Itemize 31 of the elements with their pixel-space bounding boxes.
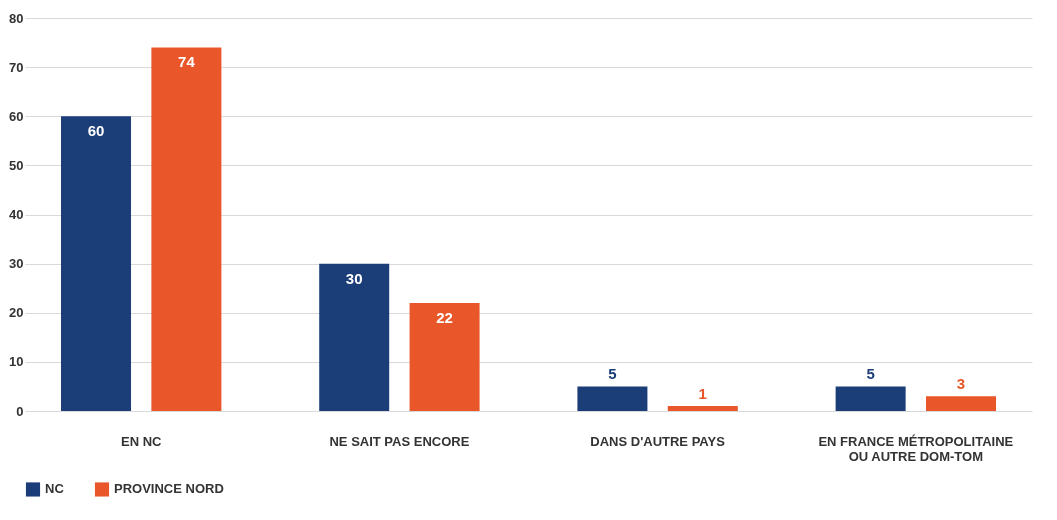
legend-label: PROVINCE NORD	[114, 481, 224, 497]
data-label: 3	[956, 375, 966, 393]
y-tick-label: 50	[9, 157, 24, 173]
data-label: 30	[345, 269, 363, 287]
y-tick-label: 40	[9, 207, 24, 222]
data-label: 5	[866, 365, 875, 383]
data-label: 74	[178, 53, 196, 71]
bar	[409, 302, 480, 411]
data-label: 22	[436, 308, 453, 326]
bar	[151, 47, 222, 411]
bar	[835, 386, 906, 411]
y-tick-label: 10	[9, 354, 24, 370]
y-tick-label: 60	[9, 108, 24, 124]
x-tick-label: DANS D'AUTRE PAYS	[590, 433, 726, 449]
x-tick-label: EN NC	[120, 433, 163, 449]
y-tick-label: 0	[16, 403, 24, 419]
bar	[667, 406, 738, 411]
y-tick-label: 30	[9, 256, 24, 272]
bar	[577, 386, 648, 411]
y-tick-label: 70	[9, 59, 24, 75]
x-tick-label: NE SAIT PAS ENCORE	[329, 433, 470, 449]
bar	[61, 116, 132, 411]
data-label: 5	[608, 365, 617, 383]
y-tick-label: 20	[9, 305, 24, 321]
bar	[925, 396, 996, 411]
x-tick-label: EN FRANCE MÉTROPOLITAINE OU AUTRE DOM-TOM	[818, 433, 1014, 464]
y-tick-label: 80	[9, 10, 24, 26]
data-label: 60	[87, 122, 105, 140]
data-label: 1	[698, 385, 707, 403]
legend-label: NC	[45, 481, 65, 497]
bar	[319, 263, 390, 411]
